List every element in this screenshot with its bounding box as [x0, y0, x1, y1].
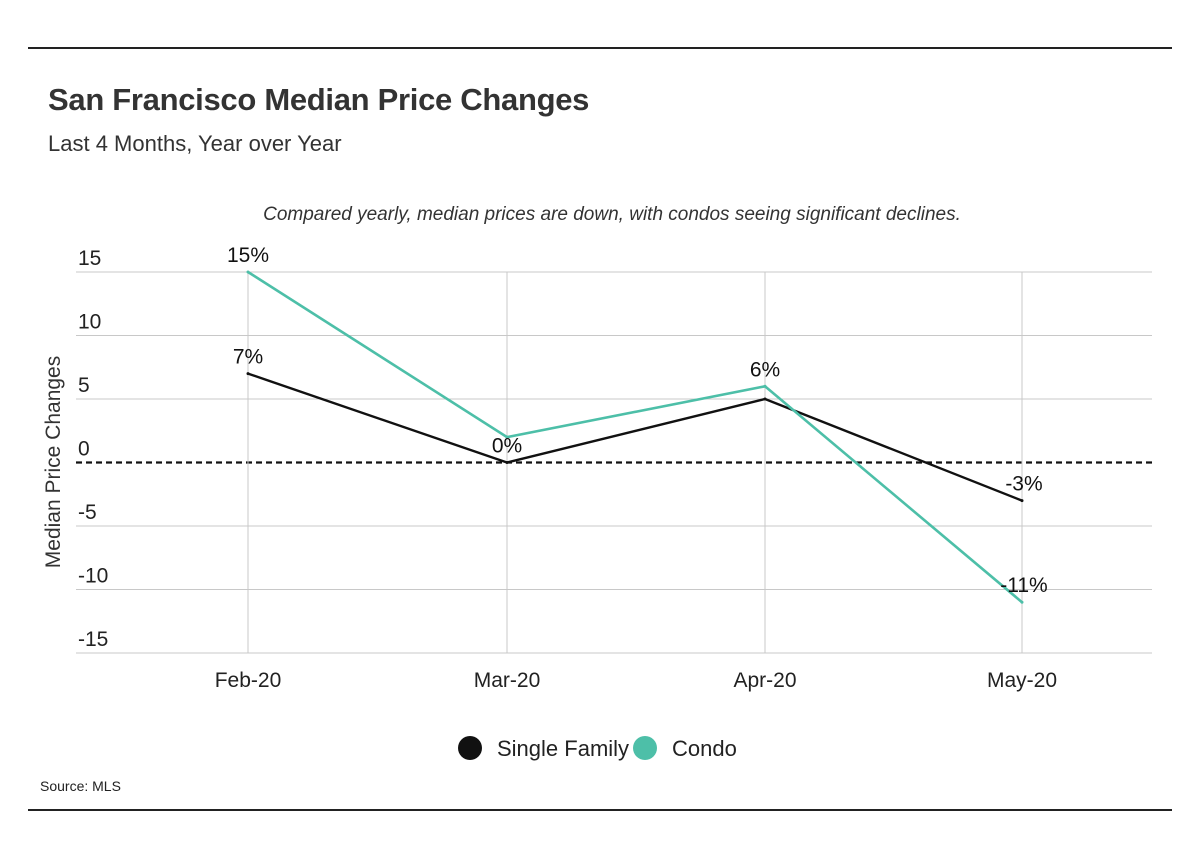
y-tick-label: 5	[78, 374, 90, 397]
x-tick-label: Feb-20	[215, 669, 282, 692]
y-tick-label: -10	[78, 565, 108, 588]
data-point-single-family	[763, 397, 767, 401]
data-point-single-family	[505, 461, 509, 464]
series-line-condo	[247, 270, 1023, 604]
series-line-single-family	[247, 372, 1023, 502]
data-label: 0%	[492, 435, 522, 458]
y-tick-label: 15	[78, 247, 101, 270]
legend-label: Single Family	[497, 736, 629, 761]
y-tick-label: 10	[78, 311, 101, 334]
y-tick-label: -15	[78, 628, 108, 651]
x-tick-label: Mar-20	[474, 669, 541, 692]
top-rule	[28, 47, 1172, 49]
data-label: 7%	[233, 346, 263, 369]
data-point-single-family	[1020, 499, 1024, 503]
source-note: Source: MLS	[40, 778, 121, 794]
x-tick-label: Apr-20	[733, 669, 796, 692]
chart-title: San Francisco Median Price Changes	[48, 82, 590, 117]
data-point-condo	[246, 270, 250, 274]
data-point-single-family	[246, 372, 250, 376]
data-point-condo	[505, 435, 509, 439]
y-axis-label: Median Price Changes	[42, 356, 65, 568]
bottom-rule	[28, 809, 1172, 811]
legend-label: Condo	[672, 736, 737, 761]
y-tick-label: 0	[78, 438, 90, 461]
chart-subtitle: Last 4 Months, Year over Year	[48, 131, 342, 156]
data-label: -3%	[1005, 473, 1042, 496]
legend-marker	[633, 736, 657, 760]
data-point-condo	[763, 384, 767, 388]
data-label: 6%	[750, 358, 780, 381]
legend-marker	[458, 736, 482, 760]
y-tick-label: -5	[78, 501, 97, 524]
data-label: -11%	[1000, 574, 1047, 597]
chart-annotation: Compared yearly, median prices are down,…	[263, 204, 961, 225]
data-point-condo	[1020, 600, 1024, 604]
x-tick-label: May-20	[987, 669, 1057, 692]
data-label: 15%	[227, 244, 269, 267]
